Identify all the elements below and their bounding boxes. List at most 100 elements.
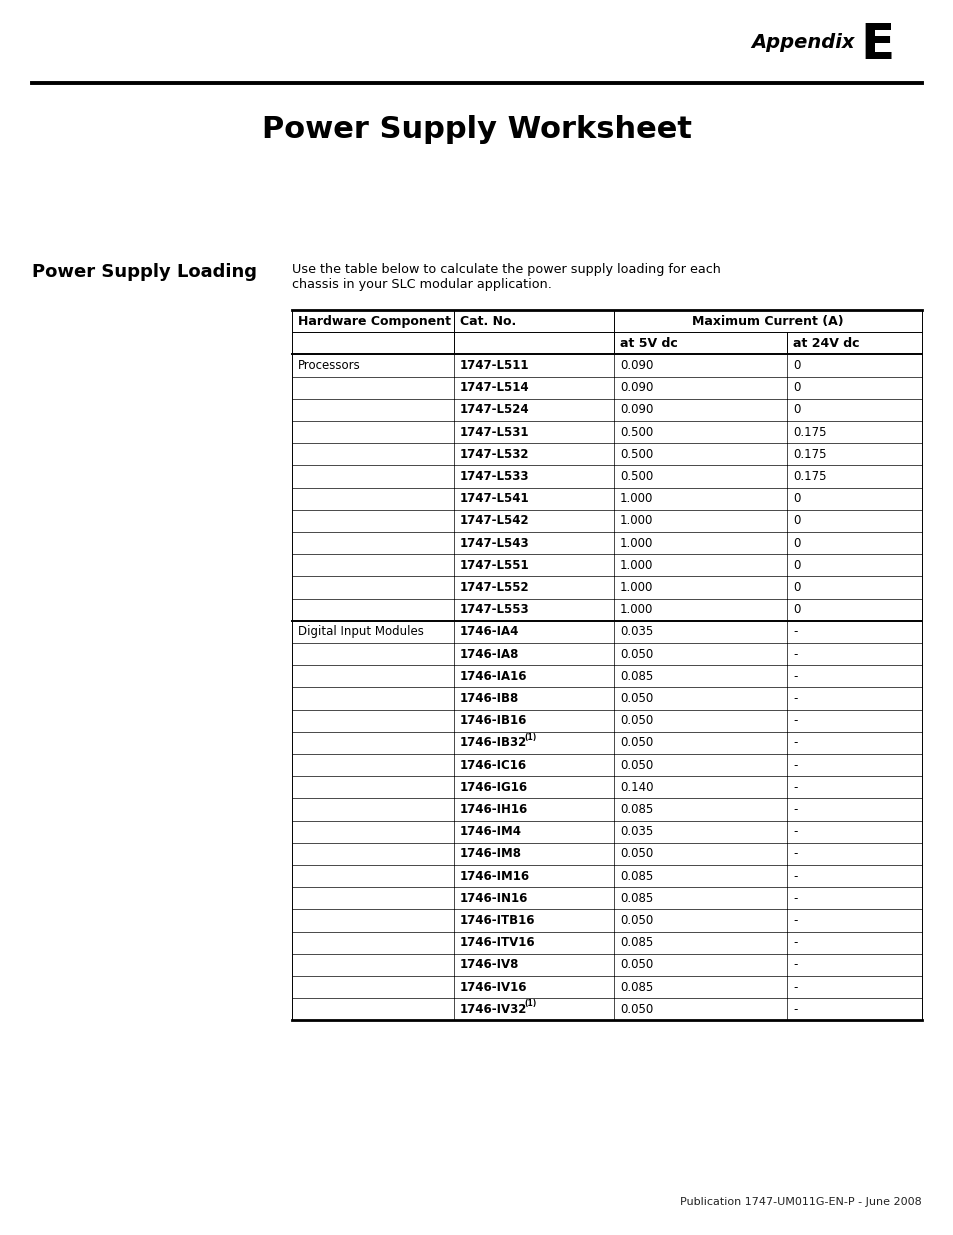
Text: 0.085: 0.085 (619, 803, 653, 816)
Text: 1747-L533: 1747-L533 (459, 471, 529, 483)
Text: -: - (792, 625, 797, 638)
Text: 0: 0 (792, 359, 800, 372)
Text: 1746-IV8: 1746-IV8 (459, 958, 518, 972)
Text: 1747-L552: 1747-L552 (459, 580, 529, 594)
Text: 1.000: 1.000 (619, 558, 653, 572)
Text: Power Supply Worksheet: Power Supply Worksheet (262, 116, 691, 144)
Text: 1746-IV32: 1746-IV32 (459, 1003, 527, 1016)
Text: 0.050: 0.050 (619, 1003, 653, 1016)
Text: 1746-IH16: 1746-IH16 (459, 803, 528, 816)
Text: 0.085: 0.085 (619, 936, 653, 950)
Text: 0.085: 0.085 (619, 669, 653, 683)
Text: -: - (792, 825, 797, 839)
Text: 0.500: 0.500 (619, 448, 653, 461)
Text: 1747-L543: 1747-L543 (459, 536, 529, 550)
Text: Digital Input Modules: Digital Input Modules (297, 625, 423, 638)
Text: -: - (792, 892, 797, 905)
Text: 1.000: 1.000 (619, 536, 653, 550)
Text: at 24V dc: at 24V dc (792, 337, 859, 350)
Text: (1): (1) (524, 999, 537, 1008)
Text: 1747-L553: 1747-L553 (459, 603, 529, 616)
Text: 1.000: 1.000 (619, 603, 653, 616)
Text: -: - (792, 803, 797, 816)
Text: Use the table below to calculate the power supply loading for each
chassis in yo: Use the table below to calculate the pow… (292, 263, 720, 291)
Text: Power Supply Loading: Power Supply Loading (32, 263, 256, 282)
Text: 0: 0 (792, 404, 800, 416)
Text: 1746-IV16: 1746-IV16 (459, 981, 527, 994)
Text: -: - (792, 736, 797, 750)
Text: 0: 0 (792, 536, 800, 550)
Text: 1746-IA4: 1746-IA4 (459, 625, 518, 638)
Text: 0.140: 0.140 (619, 781, 653, 794)
Text: 1746-IC16: 1746-IC16 (459, 758, 527, 772)
Text: 1746-ITV16: 1746-ITV16 (459, 936, 535, 950)
Text: -: - (792, 1003, 797, 1016)
Text: Appendix: Appendix (751, 33, 854, 53)
Text: -: - (792, 758, 797, 772)
Text: 1.000: 1.000 (619, 493, 653, 505)
Text: -: - (792, 647, 797, 661)
Text: 0: 0 (792, 558, 800, 572)
Text: 1746-IM8: 1746-IM8 (459, 847, 521, 861)
Text: 1747-L551: 1747-L551 (459, 558, 529, 572)
Text: 1.000: 1.000 (619, 515, 653, 527)
Text: 1747-L541: 1747-L541 (459, 493, 529, 505)
Text: 1747-L511: 1747-L511 (459, 359, 529, 372)
Text: 0.050: 0.050 (619, 692, 653, 705)
Text: 0.050: 0.050 (619, 647, 653, 661)
Text: 1747-L524: 1747-L524 (459, 404, 529, 416)
Text: 0.050: 0.050 (619, 958, 653, 972)
Text: -: - (792, 981, 797, 994)
Text: 0: 0 (792, 382, 800, 394)
Text: 1746-IA16: 1746-IA16 (459, 669, 527, 683)
Text: -: - (792, 936, 797, 950)
Text: E: E (860, 21, 894, 69)
Text: 1746-IM4: 1746-IM4 (459, 825, 521, 839)
Text: -: - (792, 714, 797, 727)
Text: 0.175: 0.175 (792, 471, 825, 483)
Text: -: - (792, 869, 797, 883)
Text: 1746-IB32: 1746-IB32 (459, 736, 527, 750)
Text: 1746-IM16: 1746-IM16 (459, 869, 530, 883)
Text: 0.035: 0.035 (619, 825, 653, 839)
Text: -: - (792, 958, 797, 972)
Text: 0.090: 0.090 (619, 404, 653, 416)
Text: 0.085: 0.085 (619, 892, 653, 905)
Text: -: - (792, 692, 797, 705)
Text: 0.035: 0.035 (619, 625, 653, 638)
Text: 0.050: 0.050 (619, 736, 653, 750)
Text: 0.085: 0.085 (619, 869, 653, 883)
Text: 1746-IG16: 1746-IG16 (459, 781, 528, 794)
Text: -: - (792, 847, 797, 861)
Text: 0.175: 0.175 (792, 426, 825, 438)
Text: 0: 0 (792, 603, 800, 616)
Text: 1746-ITB16: 1746-ITB16 (459, 914, 535, 927)
Text: 0.085: 0.085 (619, 981, 653, 994)
Text: 1746-IA8: 1746-IA8 (459, 647, 518, 661)
Text: 1.000: 1.000 (619, 580, 653, 594)
Text: 1747-L514: 1747-L514 (459, 382, 529, 394)
Text: 1746-IB8: 1746-IB8 (459, 692, 518, 705)
Text: 1747-L542: 1747-L542 (459, 515, 529, 527)
Text: 0.500: 0.500 (619, 426, 653, 438)
Text: 1746-IN16: 1746-IN16 (459, 892, 528, 905)
Text: Publication 1747-UM011G-EN-P - June 2008: Publication 1747-UM011G-EN-P - June 2008 (679, 1197, 921, 1207)
Text: 0.175: 0.175 (792, 448, 825, 461)
Text: 0.090: 0.090 (619, 359, 653, 372)
Text: Cat. No.: Cat. No. (459, 315, 516, 327)
Text: 0.050: 0.050 (619, 914, 653, 927)
Text: 0.090: 0.090 (619, 382, 653, 394)
Text: -: - (792, 914, 797, 927)
Text: 0.500: 0.500 (619, 471, 653, 483)
Text: Processors: Processors (297, 359, 360, 372)
Text: -: - (792, 781, 797, 794)
Text: Hardware Component: Hardware Component (297, 315, 451, 327)
Text: 0.050: 0.050 (619, 714, 653, 727)
Text: 0: 0 (792, 493, 800, 505)
Text: 0.050: 0.050 (619, 758, 653, 772)
Text: 1747-L531: 1747-L531 (459, 426, 529, 438)
Text: (1): (1) (524, 732, 537, 742)
Text: 0: 0 (792, 515, 800, 527)
Text: -: - (792, 669, 797, 683)
Text: 0.050: 0.050 (619, 847, 653, 861)
